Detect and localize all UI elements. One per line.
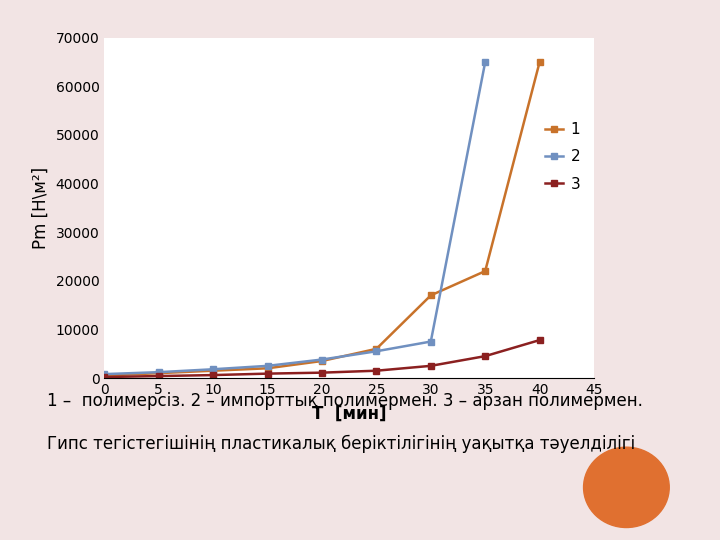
1 xyxy=(318,357,326,364)
X-axis label: Т  [мин]: Т [мин] xyxy=(312,405,387,423)
1 xyxy=(535,59,544,65)
Ellipse shape xyxy=(584,447,670,528)
2 xyxy=(100,371,109,377)
1 xyxy=(209,367,217,374)
2 xyxy=(318,356,326,363)
Line: 3: 3 xyxy=(101,336,543,381)
1 xyxy=(426,292,435,299)
2 xyxy=(426,338,435,345)
2 xyxy=(481,59,490,65)
1 xyxy=(372,346,381,352)
3 xyxy=(155,373,163,379)
1 xyxy=(481,268,490,274)
3 xyxy=(535,337,544,343)
2 xyxy=(209,366,217,373)
2 xyxy=(155,369,163,375)
2 xyxy=(372,348,381,355)
3 xyxy=(481,353,490,360)
2 xyxy=(264,363,272,369)
Text: Гипс тегістегішінің пластикалық беріктілігінің уақытқа тәуелділігі: Гипс тегістегішінің пластикалық беріктіл… xyxy=(47,435,635,453)
Line: 1: 1 xyxy=(101,59,543,379)
Line: 2: 2 xyxy=(101,59,489,377)
Y-axis label: Pm [Н\м²]: Pm [Н\м²] xyxy=(32,167,50,249)
3 xyxy=(100,374,109,380)
1 xyxy=(155,370,163,376)
3 xyxy=(372,367,381,374)
1 xyxy=(264,365,272,372)
Legend: 1, 2, 3: 1, 2, 3 xyxy=(539,116,586,198)
3 xyxy=(264,370,272,377)
3 xyxy=(318,369,326,376)
Text: 1 –  полимерсіз. 2 – импорттық полимермен. 3 – арзан полимермен.: 1 – полимерсіз. 2 – импорттық полимермен… xyxy=(47,392,643,409)
3 xyxy=(209,372,217,379)
3 xyxy=(426,363,435,369)
1 xyxy=(100,373,109,379)
